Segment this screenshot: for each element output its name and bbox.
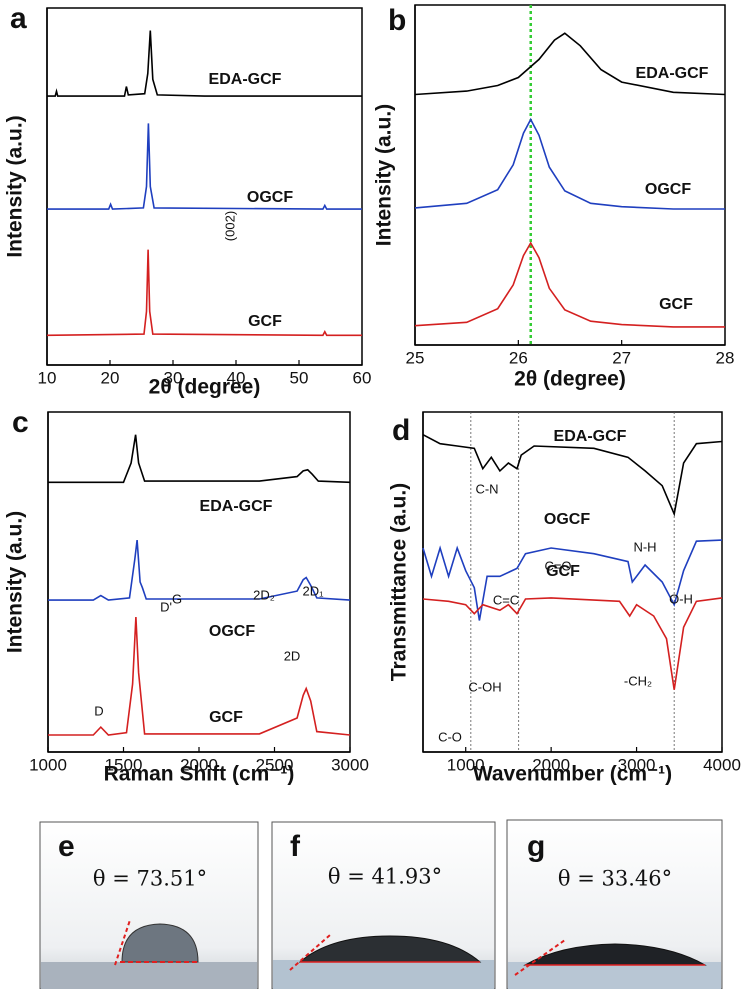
annotation: C=O <box>544 558 571 573</box>
x-axis-label: 2θ (degree) <box>514 368 626 391</box>
series-label: OGCF <box>247 189 293 206</box>
x-tick-label: 27 <box>612 348 631 367</box>
x-tick-label: 30 <box>164 368 183 387</box>
panel-letter: g <box>527 830 545 863</box>
series-label: EDA-GCF <box>554 428 627 445</box>
panel-letter: b <box>388 4 406 37</box>
annotation: C-O <box>438 729 462 744</box>
annotation: 2D₂ <box>253 587 275 602</box>
series-label: EDA-GCF <box>636 65 709 82</box>
substrate <box>508 962 721 989</box>
panel-letter: f <box>290 830 301 863</box>
droplet <box>298 935 482 963</box>
x-tick-label: 40 <box>227 368 246 387</box>
x-axis-label: Raman Shift (cm⁻¹) <box>104 763 295 786</box>
contact-angle: θ = 41.93° <box>328 865 442 889</box>
annotation: C=C <box>493 592 519 607</box>
x-tick-label: 3000 <box>618 755 656 774</box>
x-tick-label: 1000 <box>447 755 485 774</box>
annotation: D <box>94 703 103 718</box>
x-tick-label: 28 <box>716 348 735 367</box>
series-label: OGCF <box>209 623 255 640</box>
plot-frame <box>47 411 351 753</box>
x-tick-label: 1000 <box>29 755 67 774</box>
photo-e: e θ = 73.51° <box>39 821 259 989</box>
photo-g: g θ = 33.46° <box>506 819 723 989</box>
x-tick-label: 2000 <box>180 755 218 774</box>
series-label: GCF <box>248 313 282 330</box>
series-line <box>48 617 351 736</box>
series-label: OGCF <box>645 181 691 198</box>
annotation: (002) <box>222 211 237 241</box>
x-tick-label: 50 <box>290 368 309 387</box>
x-tick-label: 25 <box>406 348 425 367</box>
panel-letter: c <box>12 406 29 439</box>
contact-angle: θ = 73.51° <box>93 867 207 891</box>
x-tick-label: 3000 <box>331 755 369 774</box>
plot-frame <box>46 7 363 366</box>
plot-frame <box>422 411 723 753</box>
series-line <box>414 241 725 328</box>
tangent-line <box>289 934 331 971</box>
x-tick-label: 2500 <box>256 755 294 774</box>
series-label: EDA-GCF <box>209 71 282 88</box>
substrate <box>41 962 257 989</box>
series-line <box>48 434 351 484</box>
tangent-line <box>514 939 566 976</box>
panel-letter: a <box>10 2 27 35</box>
photo-f: f θ = 41.93° <box>271 821 496 989</box>
x-tick-label: 60 <box>353 368 372 387</box>
panel-letter: e <box>58 830 75 863</box>
y-axis-label: Intensity (a.u.) <box>4 115 27 257</box>
droplet <box>121 923 199 963</box>
annotation: G <box>172 591 182 606</box>
plot-frame <box>414 4 726 346</box>
x-tick-label: 10 <box>38 368 57 387</box>
x-tick-label: 26 <box>509 348 528 367</box>
series-label: EDA-GCF <box>200 498 273 515</box>
series-line <box>414 117 725 210</box>
y-axis-label: Intensity (a.u.) <box>4 511 27 653</box>
annotation: N-H <box>633 539 656 554</box>
tangent-line <box>114 919 131 966</box>
x-tick-label: 20 <box>101 368 120 387</box>
series-line <box>47 123 362 210</box>
substrate <box>273 960 494 989</box>
series-line <box>47 30 362 97</box>
annotation: -CH₂ <box>624 673 652 688</box>
series-line <box>48 540 351 601</box>
annotation: C-N <box>475 481 498 496</box>
y-axis-label: Transmittance (a.u.) <box>388 483 411 681</box>
panel-letter: d <box>392 414 410 447</box>
droplet <box>523 943 707 966</box>
x-tick-label: 1500 <box>105 755 143 774</box>
contact-angle: θ = 33.46° <box>558 867 672 891</box>
series-label: GCF <box>209 709 243 726</box>
series-line <box>46 249 362 337</box>
x-axis-label: 2θ (degree) <box>149 376 261 399</box>
annotation: 2D₁ <box>302 583 324 598</box>
y-axis-label: Intensity (a.u.) <box>373 104 396 246</box>
annotation: 2D <box>284 648 301 663</box>
x-tick-label: 4000 <box>703 755 741 774</box>
series-line <box>422 597 723 690</box>
annotation: O-H <box>669 591 693 606</box>
x-axis-label: Wavenumber (cm⁻¹) <box>473 763 672 786</box>
annotation: C-OH <box>468 679 501 694</box>
series-label: OGCF <box>544 511 590 528</box>
series-line <box>422 539 723 621</box>
series-line <box>422 433 723 517</box>
series-label: GCF <box>659 296 693 313</box>
series-line <box>414 32 726 96</box>
series-label: GCF <box>546 563 580 580</box>
x-tick-label: 2000 <box>532 755 570 774</box>
annotation: D' <box>160 599 172 614</box>
